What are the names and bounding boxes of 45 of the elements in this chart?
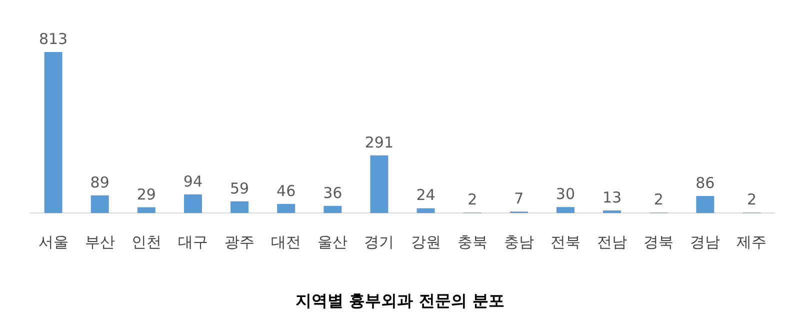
bar <box>324 206 342 213</box>
data-label: 30 <box>556 185 576 204</box>
x-tick-label: 광주 <box>224 233 255 251</box>
x-tick-label: 대전 <box>271 233 302 251</box>
data-label: 2 <box>468 190 478 209</box>
data-label: 813 <box>38 30 68 48</box>
x-tick-label: 부산 <box>84 233 115 251</box>
bar <box>184 194 202 213</box>
bar <box>556 207 574 213</box>
bar <box>603 210 622 213</box>
x-tick-label: 서울 <box>38 233 68 251</box>
x-tick-label: 경기 <box>364 233 394 251</box>
x-tick-label: 전남 <box>597 233 628 251</box>
data-label: 291 <box>364 133 394 152</box>
x-tick-label: 경북 <box>644 233 674 251</box>
data-label: 59 <box>230 179 250 198</box>
data-label: 36 <box>323 184 342 202</box>
bar <box>230 201 249 213</box>
data-label: 2 <box>654 190 664 209</box>
bar <box>44 52 62 213</box>
data-label: 89 <box>90 173 110 192</box>
bar <box>137 207 156 213</box>
x-tick-label: 충남 <box>504 233 534 251</box>
x-tick-label: 충북 <box>457 233 488 251</box>
x-tick-label: 대구 <box>178 233 208 251</box>
data-label: 86 <box>696 174 715 192</box>
x-tick-label: 강원 <box>410 233 441 251</box>
bar <box>277 204 296 213</box>
text: 지역별 흉부외과 전문의 분포 <box>296 291 504 310</box>
data-label: 24 <box>416 186 436 204</box>
x-tick-label: 제주 <box>736 233 767 251</box>
data-label: 46 <box>276 182 296 200</box>
bar <box>90 195 109 213</box>
x-tick-label: 전북 <box>550 233 580 251</box>
x-tick-label: 경남 <box>690 233 720 251</box>
data-label: 29 <box>136 185 156 204</box>
data-label: 13 <box>602 188 622 206</box>
data-label: 2 <box>746 190 756 209</box>
data-label: 94 <box>183 172 203 190</box>
bar <box>370 155 388 213</box>
bar <box>696 196 714 213</box>
x-tick-label: 인천 <box>131 233 162 251</box>
bar <box>416 208 435 213</box>
x-tick-label: 울산 <box>318 233 348 251</box>
data-label: 7 <box>514 190 524 208</box>
